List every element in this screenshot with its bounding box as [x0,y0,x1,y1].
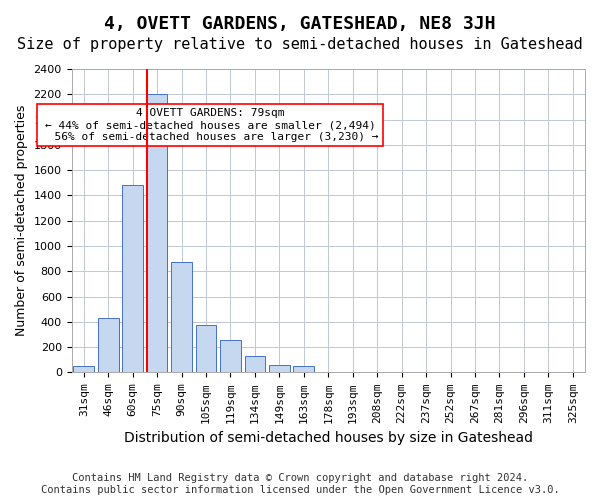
Bar [73,366,94,372]
Bar [220,340,241,372]
Text: 4, OVETT GARDENS, GATESHEAD, NE8 3JH: 4, OVETT GARDENS, GATESHEAD, NE8 3JH [104,15,496,33]
Text: Size of property relative to semi-detached houses in Gateshead: Size of property relative to semi-detach… [17,38,583,52]
Bar [122,186,143,372]
Bar [245,356,265,372]
X-axis label: Distribution of semi-detached houses by size in Gateshead: Distribution of semi-detached houses by … [124,431,533,445]
Text: 4 OVETT GARDENS: 79sqm
← 44% of semi-detached houses are smaller (2,494)
  56% o: 4 OVETT GARDENS: 79sqm ← 44% of semi-det… [41,108,379,142]
Text: Contains HM Land Registry data © Crown copyright and database right 2024.
Contai: Contains HM Land Registry data © Crown c… [41,474,559,495]
Bar [269,366,290,372]
Bar [196,325,217,372]
Bar [147,94,167,372]
Bar [98,318,119,372]
Y-axis label: Number of semi-detached properties: Number of semi-detached properties [15,105,28,336]
Bar [171,262,192,372]
Bar [293,366,314,372]
